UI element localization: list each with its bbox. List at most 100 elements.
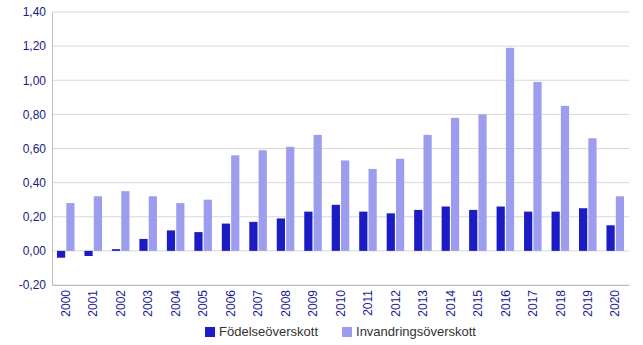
- legend-item: Invandringsöverskott: [342, 324, 476, 339]
- y-tick: 0,80: [23, 108, 52, 122]
- legend-label: Invandringsöverskott: [356, 324, 476, 339]
- bar: [84, 251, 92, 256]
- chart: -0,20 0,00 0,20 0,40 0,60 0,80 1,00 1,20 1,40 200…: [0, 0, 643, 345]
- bar: [222, 224, 230, 251]
- plot-area: -0,20 0,00 0,20 0,40 0,60 0,80 1,00 1,20 1,40 200…: [19, 5, 630, 316]
- x-tick-label: 2001: [86, 290, 100, 317]
- bar: [616, 196, 624, 251]
- y-tick-label: 0,00: [23, 244, 47, 258]
- bar: [57, 251, 65, 258]
- y-tick-label: -0,20: [19, 278, 47, 292]
- bar: [149, 196, 157, 251]
- x-tick-label: 2005: [196, 290, 210, 317]
- x-tick-label: 2007: [251, 290, 265, 317]
- x-tick-label: 2020: [608, 290, 622, 317]
- bar: [341, 160, 349, 250]
- bar: [121, 191, 129, 251]
- bar: [277, 218, 285, 250]
- x-tick: 2003: [141, 285, 155, 317]
- x-tick-label: 2014: [444, 290, 458, 317]
- bar: [249, 222, 257, 251]
- x-tick: 2016: [499, 285, 513, 317]
- x-tick: 2010: [334, 285, 348, 317]
- bar: [194, 232, 202, 251]
- y-tick: 1,00: [23, 74, 52, 88]
- bar: [469, 210, 477, 251]
- x-tick: 2009: [306, 285, 320, 317]
- y-tick-label: 0,80: [23, 108, 47, 122]
- x-tick: 2008: [279, 285, 293, 317]
- bar: [66, 203, 74, 251]
- bar: [167, 230, 175, 250]
- y-tick: 1,20: [23, 39, 52, 53]
- bar: [552, 212, 560, 251]
- x-tick-label: 2003: [141, 290, 155, 317]
- x-tick-label: 2010: [334, 290, 348, 317]
- legend-swatch: [342, 327, 352, 337]
- bar: [259, 150, 267, 251]
- bar: [414, 210, 422, 251]
- bar: [588, 138, 596, 251]
- bar: [423, 135, 431, 251]
- grid: [52, 12, 629, 285]
- x-tick: 2020: [608, 285, 622, 317]
- bar: [533, 82, 541, 251]
- bar: [286, 147, 294, 251]
- series: [57, 205, 615, 258]
- grid-line: [52, 182, 629, 183]
- y-tick: 0,20: [23, 210, 52, 224]
- bar: [396, 159, 404, 251]
- x-tick: 2005: [196, 285, 210, 317]
- bar: [561, 106, 569, 251]
- x-tick: 2018: [554, 285, 568, 317]
- bar: [506, 48, 514, 251]
- grid-line: [52, 148, 629, 149]
- x-tick-label: 2013: [416, 290, 430, 317]
- x-tick: 2006: [224, 285, 238, 317]
- bar: [606, 225, 614, 251]
- bar: [94, 196, 102, 251]
- y-tick-label: 1,20: [23, 39, 47, 53]
- y-tick-label: 1,40: [23, 5, 47, 19]
- series: [66, 48, 624, 251]
- y-tick: 0,60: [23, 142, 52, 156]
- y-tick-label: 0,40: [23, 176, 47, 190]
- bar: [497, 207, 505, 251]
- bar: [176, 203, 184, 251]
- bar: [112, 249, 120, 251]
- x-tick-label: 2008: [279, 290, 293, 317]
- bar: [314, 135, 322, 251]
- bar: [579, 208, 587, 251]
- x-tick: 2001: [86, 285, 100, 317]
- bar: [369, 169, 377, 251]
- y-tick: 0,00: [23, 244, 52, 258]
- bar: [332, 205, 340, 251]
- x-tick-label: 2012: [389, 290, 403, 317]
- bar: [387, 213, 395, 251]
- bar: [442, 207, 450, 251]
- grid-line: [52, 285, 629, 286]
- x-tick-label: 2002: [114, 290, 128, 317]
- bars: [57, 48, 624, 258]
- grid-line: [52, 216, 629, 217]
- bar: [204, 200, 212, 251]
- bar: [524, 212, 532, 251]
- y-axis-line: [52, 13, 53, 286]
- y-tick: 1,40: [23, 5, 52, 19]
- x-tick-label: 2017: [526, 290, 540, 317]
- y-tick-label: 0,60: [23, 142, 47, 156]
- x-tick: 2012: [389, 285, 403, 317]
- x-tick: 2014: [444, 285, 458, 317]
- x-tick: 2007: [251, 285, 265, 317]
- x-axis-line: [53, 285, 630, 286]
- x-tick: 2017: [526, 285, 540, 317]
- x-tick: 2002: [114, 285, 128, 317]
- x-tick-label: 2006: [224, 290, 238, 317]
- x-tick: 2013: [416, 285, 430, 317]
- x-tick: 2000: [59, 285, 73, 317]
- grid-line: [52, 80, 629, 81]
- x-tick-label: 2016: [499, 290, 513, 317]
- x-tick: 2004: [169, 285, 183, 317]
- bar: [359, 212, 367, 251]
- x-tick-label: 2011: [361, 290, 375, 316]
